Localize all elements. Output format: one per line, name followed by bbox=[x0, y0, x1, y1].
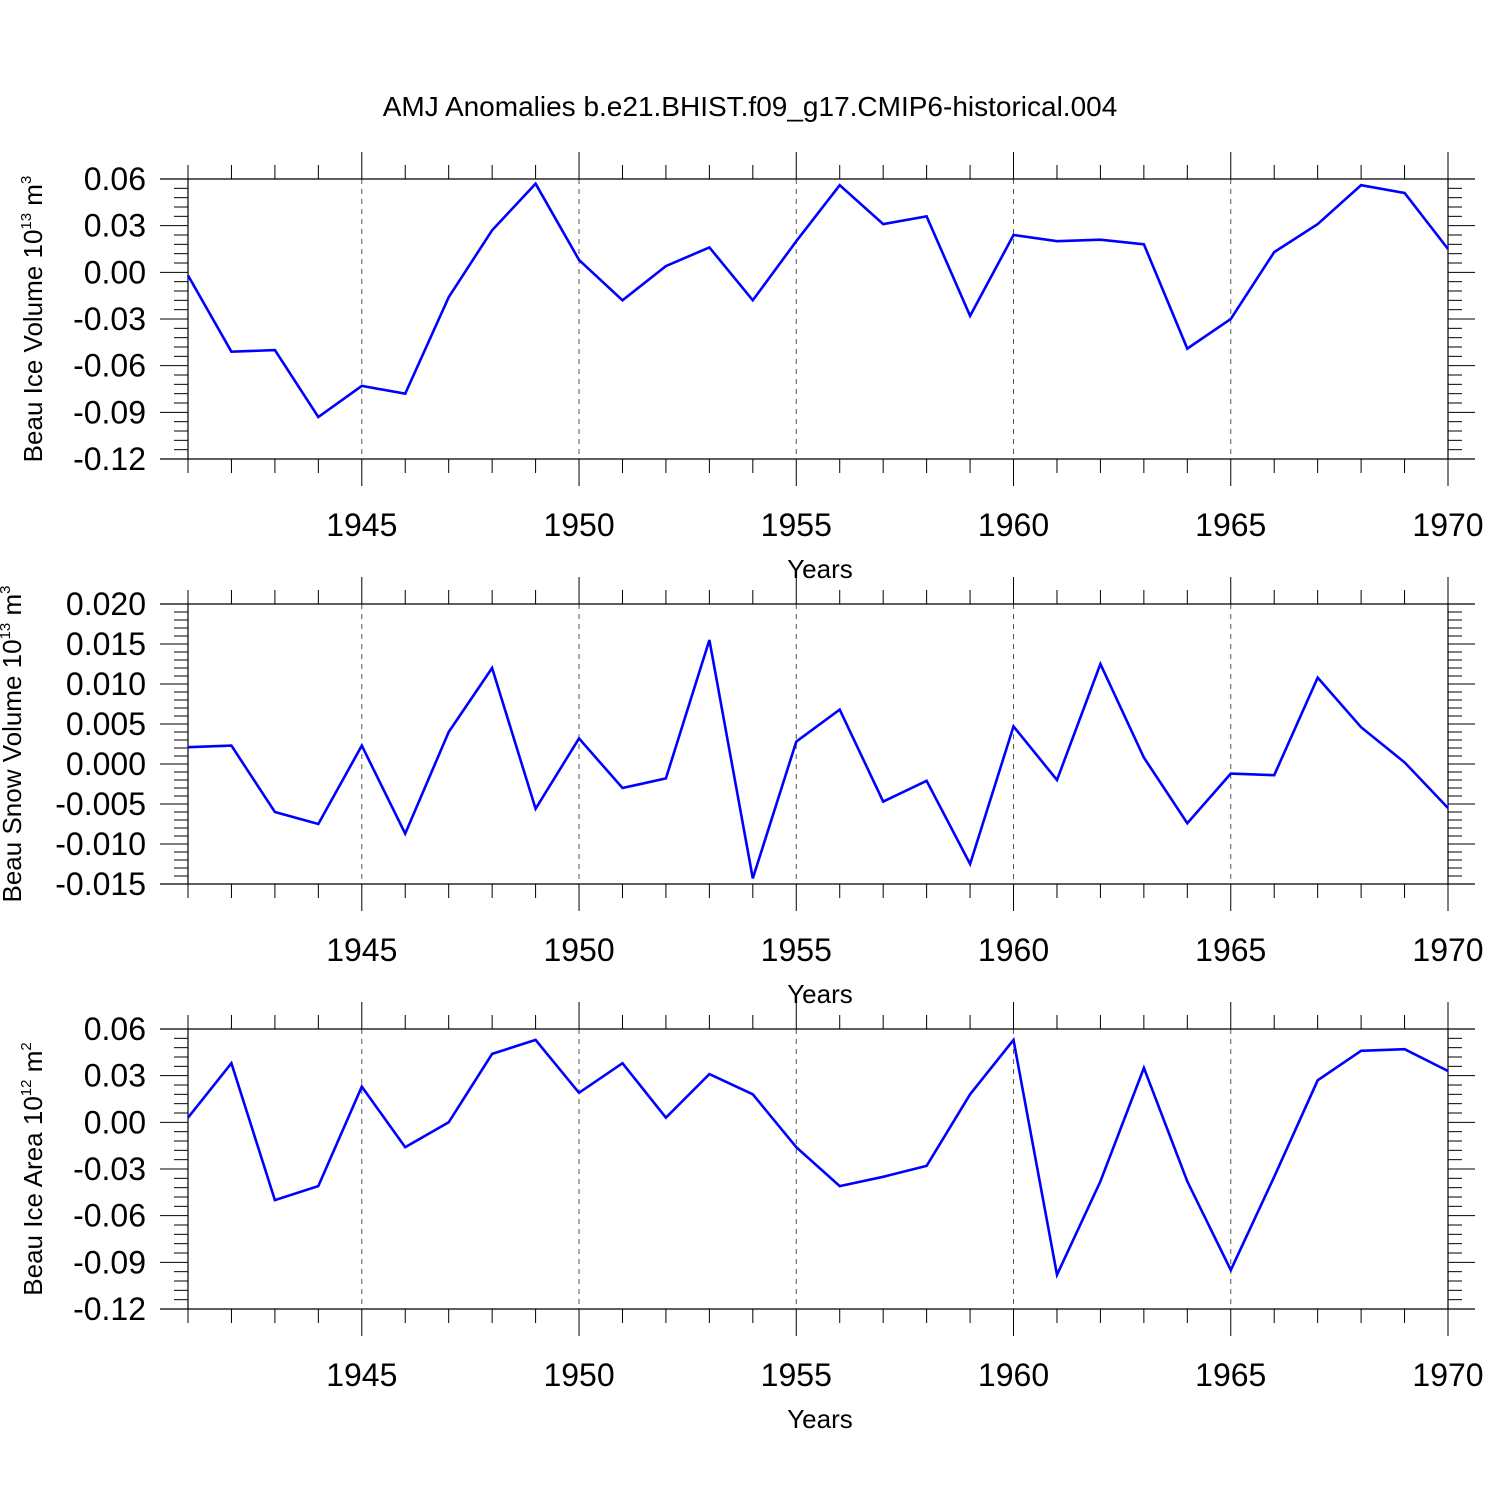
x-tick-label: 1950 bbox=[543, 507, 614, 543]
y-tick-label: -0.03 bbox=[73, 1151, 146, 1187]
y-tick-label: -0.010 bbox=[55, 826, 146, 862]
y-axis-label: Beau Snow Volume 1013 m3 bbox=[0, 586, 27, 903]
x-tick-label: 1950 bbox=[543, 1357, 614, 1393]
y-tick-label: 0.005 bbox=[66, 706, 146, 742]
y-tick-label: 0.000 bbox=[66, 746, 146, 782]
y-tick-label: -0.12 bbox=[73, 1291, 146, 1327]
y-tick-label: 0.00 bbox=[84, 254, 146, 290]
y-axis-label-text: Beau Ice Volume 10 bbox=[18, 230, 48, 463]
y-axis-label-text: Beau Ice Area 10 bbox=[18, 1096, 48, 1295]
y-axis-label: Beau Ice Volume 1013 m3 bbox=[18, 176, 48, 463]
y-axis-label-superscript: 3 bbox=[18, 176, 35, 184]
x-tick-label: 1945 bbox=[326, 507, 397, 543]
x-tick-label: 1955 bbox=[761, 507, 832, 543]
x-axis-label: Years bbox=[787, 979, 853, 1009]
x-tick-label: 1960 bbox=[978, 507, 1049, 543]
y-tick-label: -0.005 bbox=[55, 786, 146, 822]
y-tick-label: -0.09 bbox=[73, 394, 146, 430]
panel-2: 1945 1950 1955 1960 1965 1970 -0.015 -0.010 -0.0… bbox=[0, 577, 1484, 1009]
y-axis-label-text: m bbox=[18, 184, 48, 213]
y-axis-label-text: m bbox=[0, 594, 27, 623]
y-axis-label: Beau Ice Area 1012 m2 bbox=[18, 1042, 48, 1295]
y-axis-label-superscript: 12 bbox=[18, 1080, 35, 1097]
y-tick-label: -0.015 bbox=[55, 866, 146, 902]
y-tick-label: -0.12 bbox=[73, 441, 146, 477]
chart-title: AMJ Anomalies b.e21.BHIST.f09_g17.CMIP6-… bbox=[383, 91, 1118, 122]
y-axis-label-superscript: 13 bbox=[18, 213, 35, 230]
y-tick-label: -0.06 bbox=[73, 348, 146, 384]
y-tick-label: 0.03 bbox=[84, 1058, 146, 1094]
x-tick-label: 1945 bbox=[326, 1357, 397, 1393]
x-tick-label: 1945 bbox=[326, 932, 397, 968]
x-axis-label: Years bbox=[787, 554, 853, 584]
series-line bbox=[187, 639, 1449, 879]
x-tick-label: 1955 bbox=[761, 1357, 832, 1393]
x-tick-label: 1950 bbox=[543, 932, 614, 968]
x-tick-label: 1970 bbox=[1412, 932, 1483, 968]
y-tick-label: 0.03 bbox=[84, 208, 146, 244]
y-axis-label-superscript: 13 bbox=[0, 623, 14, 640]
y-tick-label: -0.09 bbox=[73, 1244, 146, 1280]
y-tick-label: 0.06 bbox=[84, 161, 146, 197]
y-axis-label-text: Beau Snow Volume 10 bbox=[0, 639, 27, 902]
panels: 1945 1950 1955 1960 1965 1970 -0.12 -0.09 -0.06 -… bbox=[0, 152, 1484, 1434]
series-line bbox=[186, 1036, 1449, 1280]
y-tick-label: -0.03 bbox=[73, 301, 146, 337]
x-tick-label: 1960 bbox=[978, 932, 1049, 968]
y-tick-label: 0.015 bbox=[66, 626, 146, 662]
y-axis-label-superscript: 2 bbox=[18, 1042, 35, 1050]
x-tick-label: 1965 bbox=[1195, 932, 1266, 968]
x-tick-label: 1955 bbox=[761, 932, 832, 968]
y-tick-label: -0.06 bbox=[73, 1198, 146, 1234]
y-axis-label-superscript: 3 bbox=[0, 586, 14, 594]
y-tick-label: 0.06 bbox=[84, 1011, 146, 1047]
panel-1: 1945 1950 1955 1960 1965 1970 -0.12 -0.09 -0.06 -… bbox=[18, 152, 1484, 584]
y-tick-label: 0.010 bbox=[66, 666, 146, 702]
panel-3: 1945 1950 1955 1960 1965 1970 -0.12 -0.09 -0.06 -… bbox=[18, 1002, 1484, 1434]
x-tick-label: 1970 bbox=[1412, 507, 1483, 543]
x-axis-label: Years bbox=[787, 1404, 853, 1434]
y-axis-label-text: m bbox=[18, 1051, 48, 1080]
x-tick-label: 1965 bbox=[1195, 507, 1266, 543]
series-line bbox=[186, 181, 1450, 419]
x-tick-label: 1960 bbox=[978, 1357, 1049, 1393]
x-tick-label: 1970 bbox=[1412, 1357, 1483, 1393]
x-tick-label: 1965 bbox=[1195, 1357, 1266, 1393]
y-tick-label: 0.020 bbox=[66, 586, 146, 622]
y-tick-label: 0.00 bbox=[84, 1104, 146, 1140]
